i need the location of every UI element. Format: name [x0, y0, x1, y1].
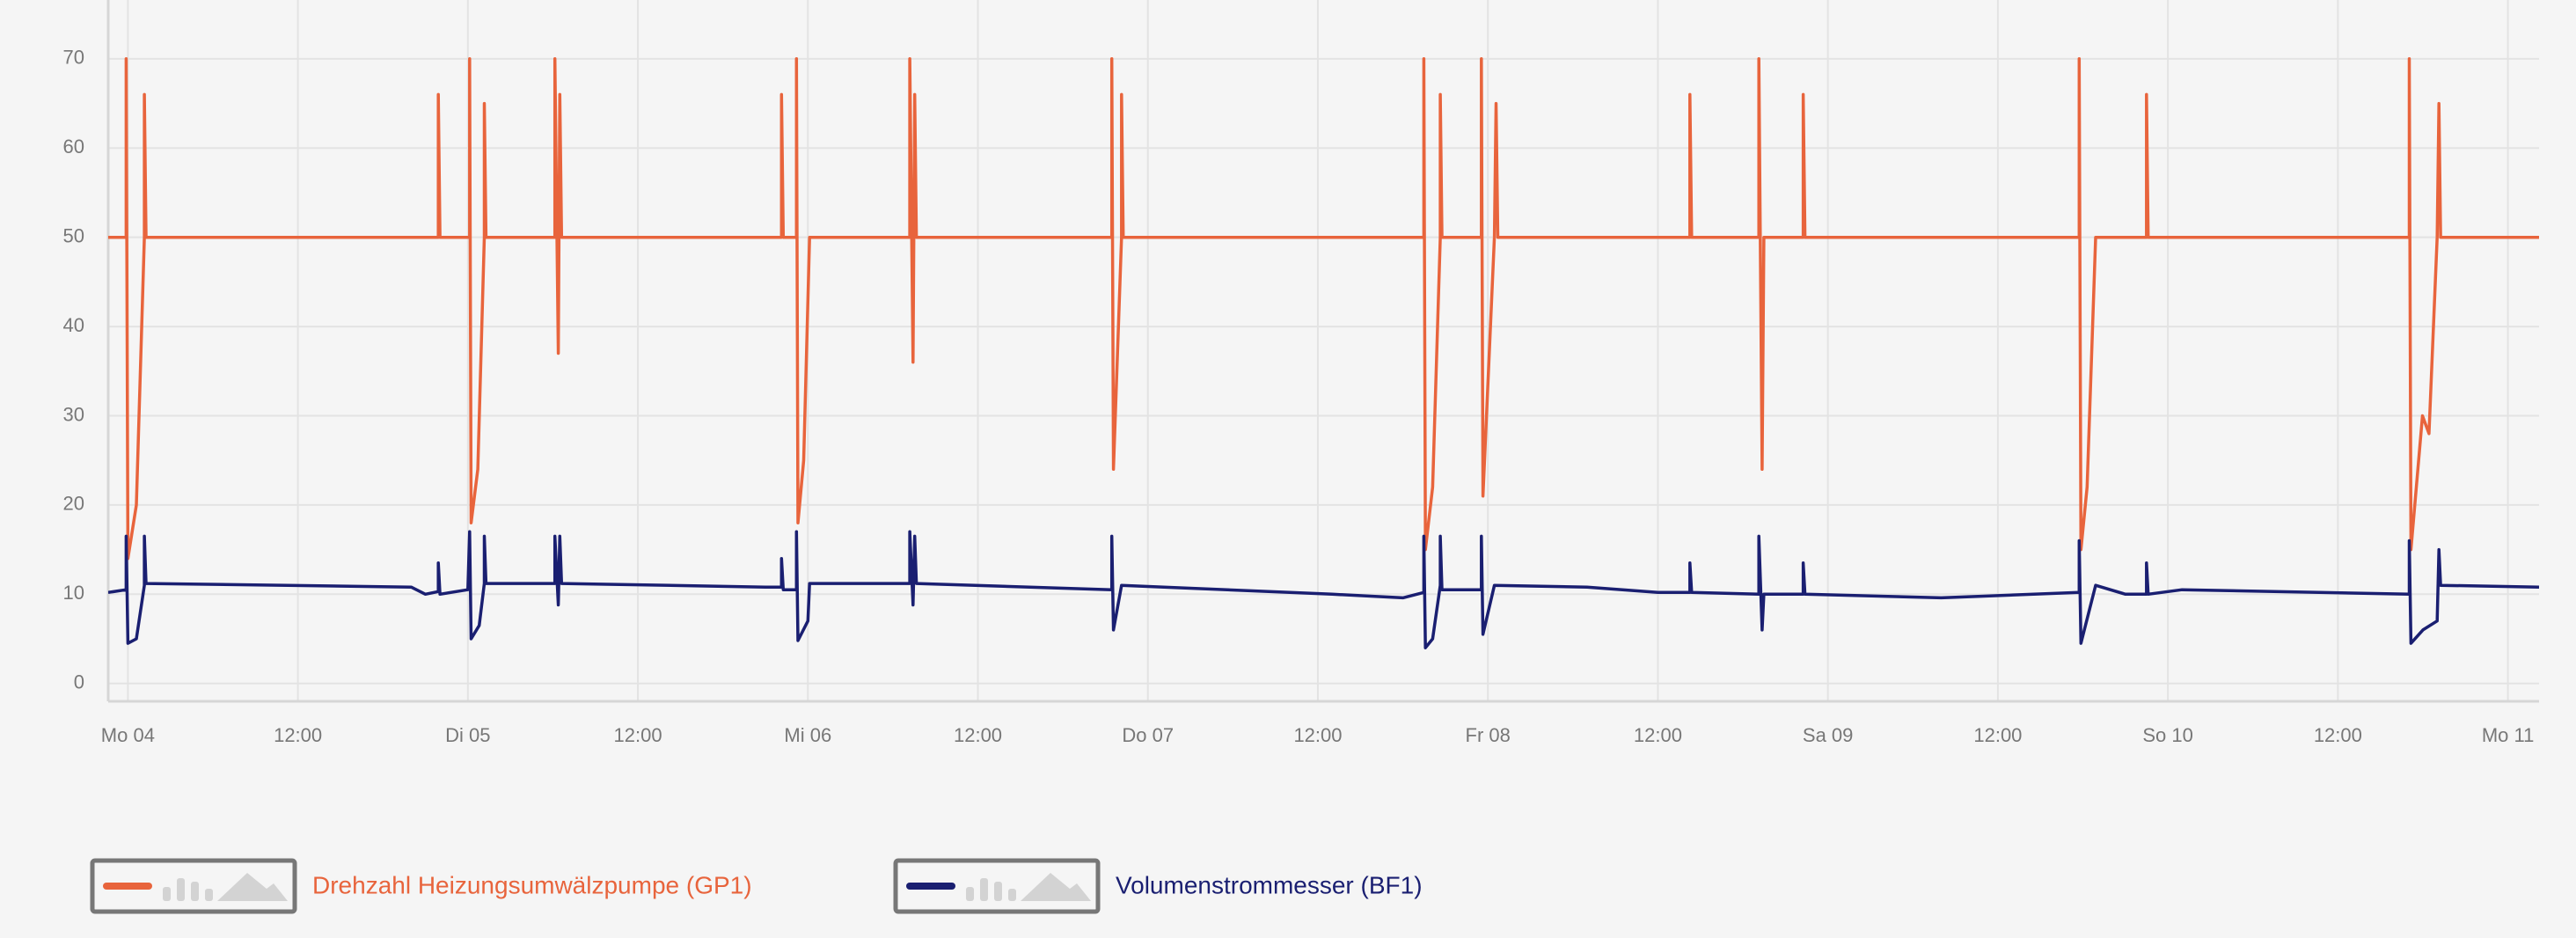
series-line: [108, 530, 2540, 649]
x-tick-label: Mo 04: [101, 724, 155, 746]
legend-icon-bar: [980, 878, 988, 901]
legend-icon-bar: [1008, 889, 1016, 901]
y-tick-label: 40: [63, 314, 84, 336]
x-tick-label: 12:00: [1634, 724, 1682, 746]
x-tick-label: 12:00: [274, 724, 322, 746]
legend-icon-area: [1021, 873, 1091, 901]
series-line: [108, 57, 2539, 561]
legend-icon-bar: [163, 887, 171, 901]
x-tick-label: 12:00: [954, 724, 1002, 746]
legend-box: [893, 858, 1101, 914]
x-tick-label: 12:00: [1293, 724, 1342, 746]
legend-label: Drehzahl Heizungsumwälzpumpe (GP1): [312, 871, 752, 898]
x-tick-label: Sa 09: [1803, 724, 1854, 746]
x-tick-label: Mi 06: [784, 724, 831, 746]
legend-label: Volumenstrommesser (BF1): [1116, 871, 1423, 898]
legend-icon-bar: [191, 882, 199, 901]
y-tick-label: 70: [63, 47, 84, 69]
x-tick-label: Do 07: [1122, 724, 1174, 746]
legend: Drehzahl Heizungsumwälzpumpe (GP1) Volume…: [90, 858, 1423, 914]
y-tick-label: 30: [63, 403, 84, 425]
x-tick-label: Di 05: [445, 724, 490, 746]
y-tick-label: 60: [63, 136, 84, 158]
legend-icon-bar: [177, 878, 185, 901]
y-tick-label: 0: [74, 671, 84, 693]
legend-box: [90, 858, 297, 914]
x-tick-label: 12:00: [1973, 724, 2022, 746]
y-tick-label: 20: [63, 493, 84, 515]
x-tick-label: 12:00: [614, 724, 662, 746]
y-tick-label: 10: [63, 582, 84, 604]
x-tick-label: So 10: [2142, 724, 2193, 746]
y-tick-label: 50: [63, 224, 84, 246]
x-tick-label: 12:00: [2314, 724, 2362, 746]
legend-icon-area: [217, 873, 288, 901]
legend-icon-bar: [966, 887, 974, 901]
legend-icon-bar: [205, 889, 213, 901]
legend-icon-bar: [994, 882, 1002, 901]
x-tick-label: Mo 11: [2482, 724, 2535, 746]
x-tick-label: Fr 08: [1466, 724, 1511, 746]
